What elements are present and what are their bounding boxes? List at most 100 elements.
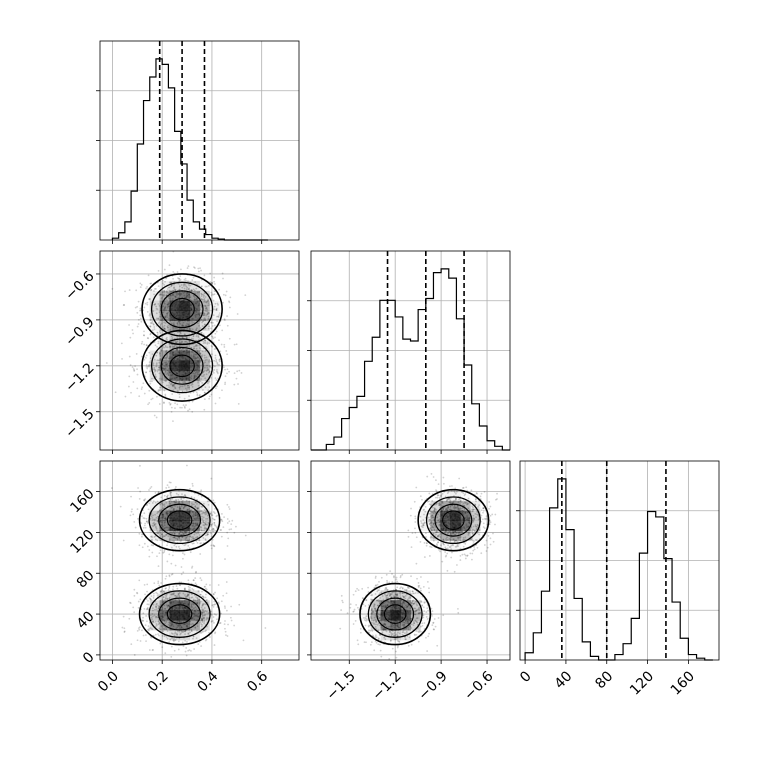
scatter-point <box>210 294 213 297</box>
scatter-point <box>182 557 184 560</box>
density-cell <box>159 330 170 341</box>
scatter-point <box>163 604 166 607</box>
density-cell <box>159 360 170 371</box>
scatter-point <box>170 500 173 503</box>
scatter-point <box>179 285 181 288</box>
scatter-point <box>186 384 189 387</box>
scatter-point <box>148 549 151 551</box>
scatter-point <box>211 528 214 531</box>
scatter-point <box>438 503 441 506</box>
scatter-point <box>166 291 169 294</box>
scatter-point <box>205 599 208 602</box>
scatter-point <box>150 616 153 619</box>
scatter-point <box>174 288 177 291</box>
scatter-point <box>459 547 462 550</box>
scatter-point <box>181 341 183 344</box>
scatter-point <box>145 598 148 601</box>
scatter-point <box>144 634 147 636</box>
density-cell <box>149 320 160 331</box>
scatter-point <box>156 532 159 534</box>
scatter-point <box>158 380 161 383</box>
scatter-point <box>214 332 217 335</box>
scatter-point <box>452 531 454 534</box>
scatter-point <box>238 603 241 606</box>
scatter-point <box>203 313 206 315</box>
scatter-point <box>161 524 163 527</box>
scatter-point <box>196 371 199 374</box>
scatter-point <box>432 516 435 519</box>
scatter-point <box>197 336 200 339</box>
scatter-point <box>438 502 441 505</box>
scatter-point <box>214 591 216 594</box>
scatter-point <box>158 621 161 624</box>
scatter-point <box>155 416 158 419</box>
scatter-point <box>150 398 153 401</box>
scatter-point <box>388 581 391 584</box>
density-content <box>100 461 299 660</box>
scatter-point <box>168 289 171 292</box>
scatter-point <box>143 517 146 520</box>
scatter-point <box>173 536 176 539</box>
scatter-point <box>169 345 172 348</box>
scatter-point <box>201 617 203 620</box>
scatter-point <box>469 552 472 555</box>
scatter-point <box>170 284 173 287</box>
scatter-point <box>224 368 226 371</box>
scatter-point <box>195 391 198 394</box>
scatter-point <box>202 524 205 526</box>
scatter-point <box>225 581 228 583</box>
scatter-point <box>400 608 403 611</box>
scatter-point <box>162 282 164 285</box>
scatter-point <box>432 523 435 525</box>
scatter-point <box>410 507 412 510</box>
scatter-point <box>196 596 199 599</box>
scatter-point <box>203 312 205 315</box>
scatter-point <box>444 530 447 533</box>
scatter-point <box>191 596 194 599</box>
scatter-point <box>151 536 153 539</box>
scatter-point <box>210 532 212 535</box>
scatter-point <box>231 519 234 522</box>
scatter-point <box>437 494 440 497</box>
scatter-point <box>188 395 190 397</box>
scatter-point <box>196 393 199 396</box>
scatter-point <box>190 536 193 539</box>
scatter-point <box>147 508 150 511</box>
scatter-point <box>220 612 222 615</box>
scatter-point <box>168 575 171 578</box>
scatter-point <box>171 383 174 386</box>
scatter-point <box>152 525 155 528</box>
scatter-point <box>204 308 207 310</box>
scatter-point <box>432 526 435 529</box>
scatter-point <box>162 630 165 633</box>
scatter-point <box>159 332 162 334</box>
scatter-point <box>193 345 196 348</box>
scatter-point <box>475 528 478 530</box>
contour-line <box>166 510 193 531</box>
scatter-point <box>132 513 135 516</box>
density-cell <box>149 350 160 361</box>
density-cell <box>159 310 170 321</box>
scatter-point <box>192 354 195 357</box>
scatter-point <box>201 590 203 593</box>
scatter-point <box>188 500 191 503</box>
scatter-point <box>466 555 469 557</box>
scatter-point <box>194 298 197 301</box>
scatter-point <box>166 306 169 309</box>
scatter-point <box>197 335 200 337</box>
scatter-point <box>160 582 163 584</box>
scatter-point <box>153 518 156 521</box>
scatter-point <box>432 522 435 525</box>
scatter-point <box>172 420 174 423</box>
scatter-point <box>442 507 445 510</box>
scatter-point <box>146 628 149 631</box>
scatter-point <box>453 531 456 533</box>
scatter-point <box>200 542 203 544</box>
density-cell <box>159 290 170 302</box>
scatter-point <box>202 608 205 611</box>
scatter-point <box>150 535 153 538</box>
scatter-point <box>182 507 185 509</box>
scatter-point <box>160 293 162 296</box>
scatter-point <box>182 533 185 536</box>
scatter-point <box>177 640 180 643</box>
